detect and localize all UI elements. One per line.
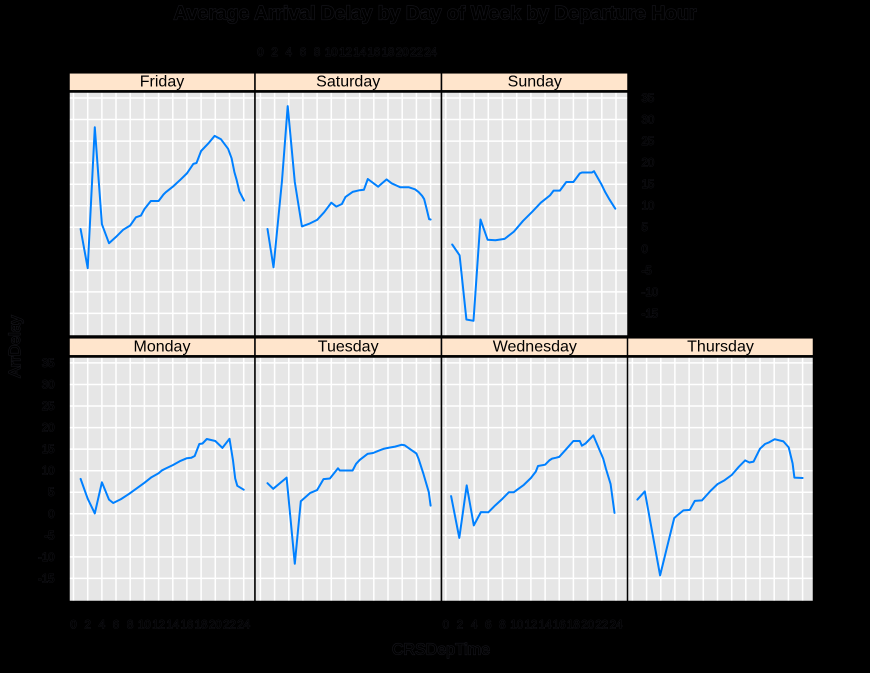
svg-text:0: 0 <box>70 620 76 632</box>
svg-text:6: 6 <box>485 620 491 632</box>
svg-text:30: 30 <box>642 115 655 127</box>
svg-text:10: 10 <box>325 47 338 59</box>
svg-text:0: 0 <box>642 244 648 256</box>
svg-text:0: 0 <box>257 47 263 59</box>
svg-text:6: 6 <box>113 620 119 632</box>
svg-text:Thursday: Thursday <box>687 339 754 356</box>
svg-text:Average Arrival Delay by Day o: Average Arrival Delay by Day of Week by … <box>173 3 696 25</box>
svg-text:14: 14 <box>539 620 552 632</box>
svg-text:12: 12 <box>152 620 165 632</box>
svg-text:14: 14 <box>353 47 366 59</box>
svg-text:-15: -15 <box>38 573 55 585</box>
svg-text:5: 5 <box>48 487 54 499</box>
svg-text:18: 18 <box>567 620 580 632</box>
svg-text:-5: -5 <box>642 265 652 277</box>
svg-text:15: 15 <box>642 179 655 191</box>
svg-text:12: 12 <box>339 47 352 59</box>
svg-text:Sunday: Sunday <box>508 74 562 91</box>
svg-text:20: 20 <box>209 620 222 632</box>
svg-text:24: 24 <box>237 620 250 632</box>
svg-text:20: 20 <box>642 158 655 170</box>
svg-text:Saturday: Saturday <box>316 74 380 91</box>
svg-text:2: 2 <box>457 620 463 632</box>
svg-text:-5: -5 <box>44 530 54 542</box>
svg-text:2: 2 <box>84 620 90 632</box>
svg-text:6: 6 <box>300 47 306 59</box>
svg-text:10: 10 <box>42 466 55 478</box>
svg-text:10: 10 <box>138 620 151 632</box>
svg-text:10: 10 <box>642 201 655 213</box>
svg-text:30: 30 <box>42 380 55 392</box>
svg-text:4: 4 <box>286 47 293 59</box>
svg-text:22: 22 <box>223 620 236 632</box>
svg-text:14: 14 <box>166 620 179 632</box>
svg-text:22: 22 <box>410 47 423 59</box>
svg-text:24: 24 <box>610 620 623 632</box>
svg-text:Friday: Friday <box>140 74 184 91</box>
svg-text:16: 16 <box>181 620 194 632</box>
svg-text:-10: -10 <box>38 552 55 564</box>
svg-text:18: 18 <box>195 620 208 632</box>
svg-text:-10: -10 <box>642 287 659 299</box>
svg-text:-15: -15 <box>642 308 659 320</box>
svg-text:CRSDepTime: CRSDepTime <box>392 642 490 659</box>
svg-text:5: 5 <box>642 222 648 234</box>
svg-text:22: 22 <box>595 620 608 632</box>
svg-text:20: 20 <box>42 423 55 435</box>
svg-text:0: 0 <box>443 620 449 632</box>
svg-text:35: 35 <box>642 93 655 105</box>
svg-text:15: 15 <box>42 444 55 456</box>
svg-text:16: 16 <box>553 620 566 632</box>
svg-text:8: 8 <box>127 620 133 632</box>
svg-text:35: 35 <box>42 358 55 370</box>
svg-text:Wednesday: Wednesday <box>493 339 577 356</box>
svg-text:18: 18 <box>382 47 395 59</box>
svg-text:20: 20 <box>396 47 409 59</box>
svg-text:8: 8 <box>314 47 320 59</box>
svg-text:10: 10 <box>510 620 523 632</box>
svg-text:16: 16 <box>367 47 380 59</box>
svg-text:20: 20 <box>581 620 594 632</box>
svg-text:4: 4 <box>471 620 478 632</box>
svg-text:8: 8 <box>499 620 505 632</box>
svg-text:Tuesday: Tuesday <box>318 339 379 356</box>
svg-text:25: 25 <box>42 401 55 413</box>
svg-text:2: 2 <box>271 47 277 59</box>
svg-text:0: 0 <box>48 509 54 521</box>
svg-text:12: 12 <box>525 620 538 632</box>
svg-text:24: 24 <box>424 47 437 59</box>
svg-text:4: 4 <box>99 620 106 632</box>
svg-text:Monday: Monday <box>134 339 191 356</box>
svg-text:ArrDelay: ArrDelay <box>7 315 24 377</box>
svg-text:25: 25 <box>642 136 655 148</box>
